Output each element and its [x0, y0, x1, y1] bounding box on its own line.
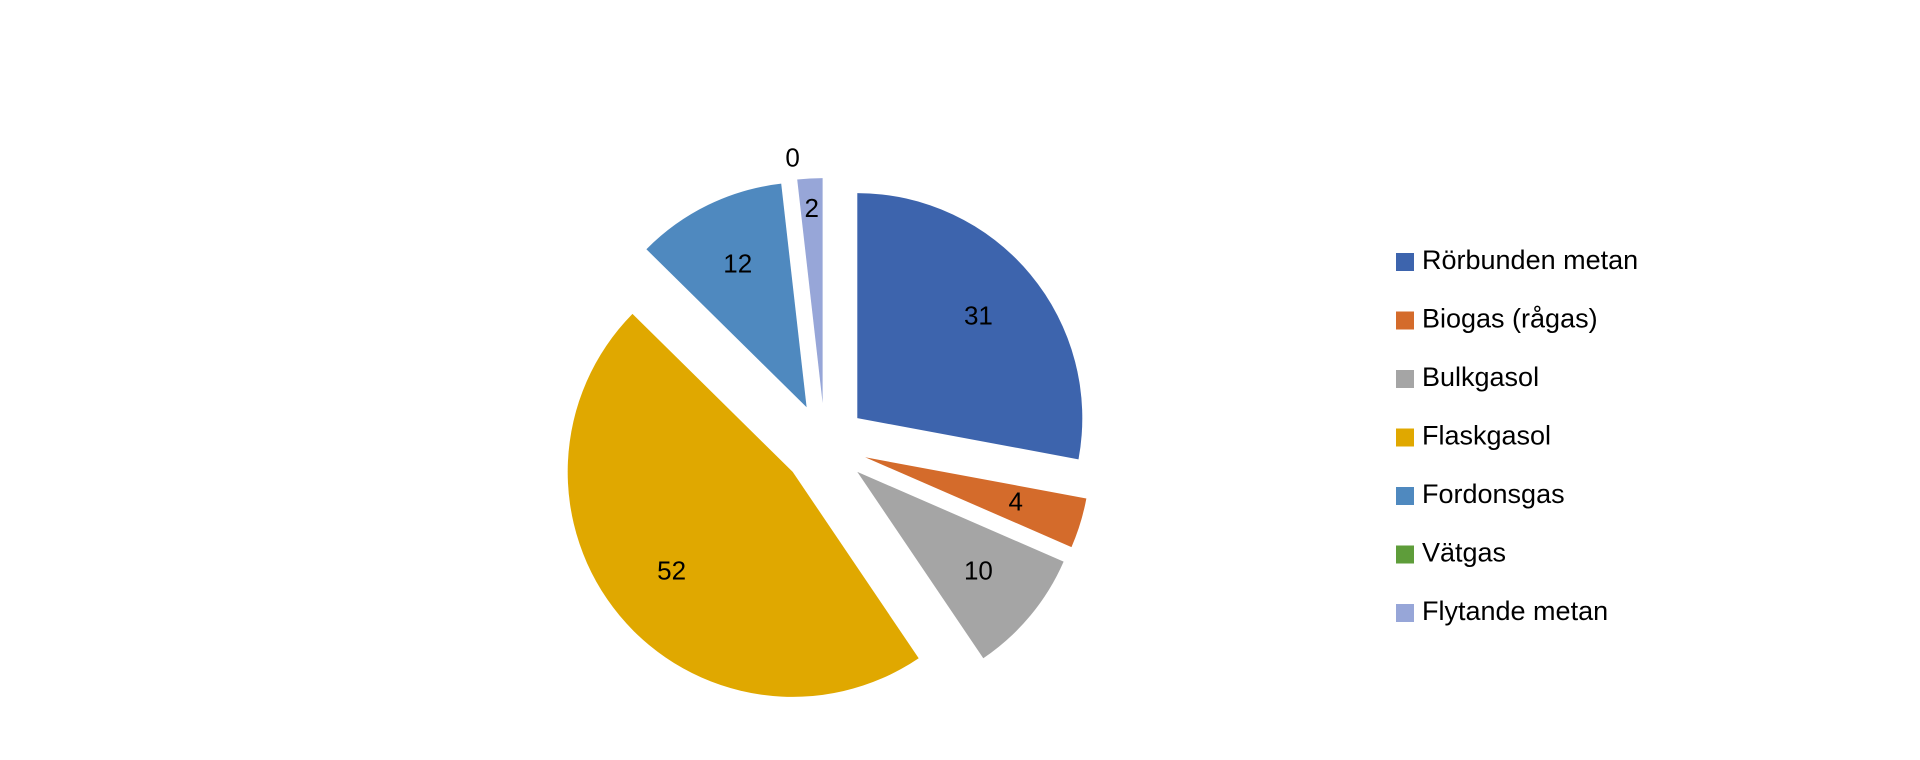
legend-label: Biogas (rågas) [1422, 304, 1598, 334]
legend-swatch [1396, 487, 1414, 505]
pie-slice [646, 183, 807, 408]
legend-label: Flytande metan [1422, 596, 1608, 626]
data-label: 4 [1009, 486, 1023, 516]
legend-swatch [1396, 545, 1414, 564]
pie-slice [857, 193, 1083, 460]
pie-slice [797, 178, 823, 404]
legend-label: Rörbunden metan [1422, 245, 1638, 275]
legend-swatch [1396, 370, 1414, 388]
pie-slice [794, 179, 821, 404]
legend-swatch [1396, 428, 1414, 447]
data-label: 0 [785, 143, 799, 173]
legend-label: Flaskgasol [1422, 421, 1551, 451]
data-label: 12 [723, 248, 752, 278]
legend-label: Fordonsgas [1422, 479, 1565, 509]
legend-swatch [1396, 253, 1414, 271]
legend-label: Vätgas [1422, 538, 1506, 568]
data-label: 52 [657, 555, 686, 585]
data-label: 10 [964, 555, 993, 585]
pie-slice [865, 457, 1087, 548]
data-label: 2 [804, 193, 818, 223]
pie-slice [567, 313, 919, 697]
legend-swatch [1396, 311, 1414, 330]
legend-label: Bulkgasol [1422, 362, 1539, 392]
pie-slice [857, 471, 1064, 659]
data-label: 31 [964, 300, 993, 330]
legend-swatch [1396, 604, 1414, 622]
